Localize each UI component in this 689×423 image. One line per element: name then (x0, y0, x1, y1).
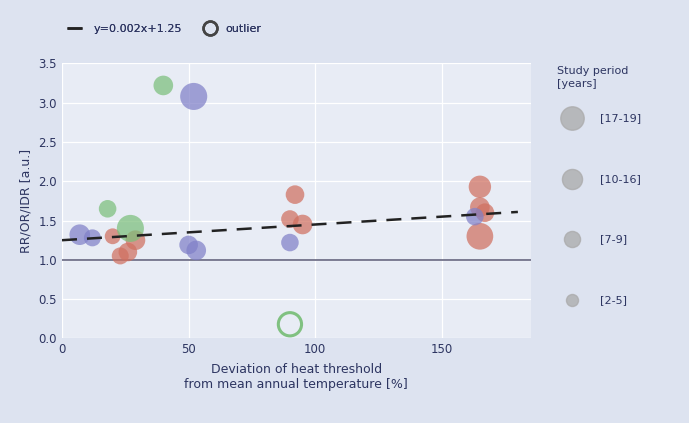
Point (183, 242, 194, 248)
Point (285, 239, 296, 246)
Y-axis label: RR/OR/IDR [a.u.]: RR/OR/IDR [a.u.] (20, 149, 33, 253)
Legend: y=0.002x+1.25, outlier: y=0.002x+1.25, outlier (63, 19, 266, 38)
Point (474, 184, 485, 190)
Point (87, 234, 98, 241)
Point (474, 233, 485, 240)
Point (188, 93, 199, 100)
Text: [2-5]: [2-5] (600, 295, 628, 305)
Text: Study period
[years]: Study period [years] (557, 66, 628, 88)
Text: [17-19]: [17-19] (600, 113, 641, 124)
Point (191, 247, 202, 254)
Point (474, 204, 485, 211)
Point (567, 297, 578, 303)
Point (297, 221, 308, 228)
Point (469, 213, 480, 220)
Point (567, 115, 578, 122)
Point (289, 191, 300, 198)
Text: [10-16]: [10-16] (600, 174, 641, 184)
Point (74, 231, 85, 238)
Text: [7-9]: [7-9] (600, 234, 628, 244)
Point (567, 236, 578, 243)
X-axis label: Deviation of heat threshold
from mean annual temperature [%]: Deviation of heat threshold from mean an… (185, 363, 408, 391)
Point (115, 253, 126, 259)
Point (285, 216, 296, 222)
Point (107, 233, 119, 240)
Point (130, 237, 141, 244)
Point (480, 209, 491, 216)
Point (285, 321, 296, 328)
Point (158, 82, 169, 89)
Point (123, 249, 134, 255)
Point (567, 176, 578, 182)
Point (102, 206, 113, 212)
Point (125, 225, 136, 232)
